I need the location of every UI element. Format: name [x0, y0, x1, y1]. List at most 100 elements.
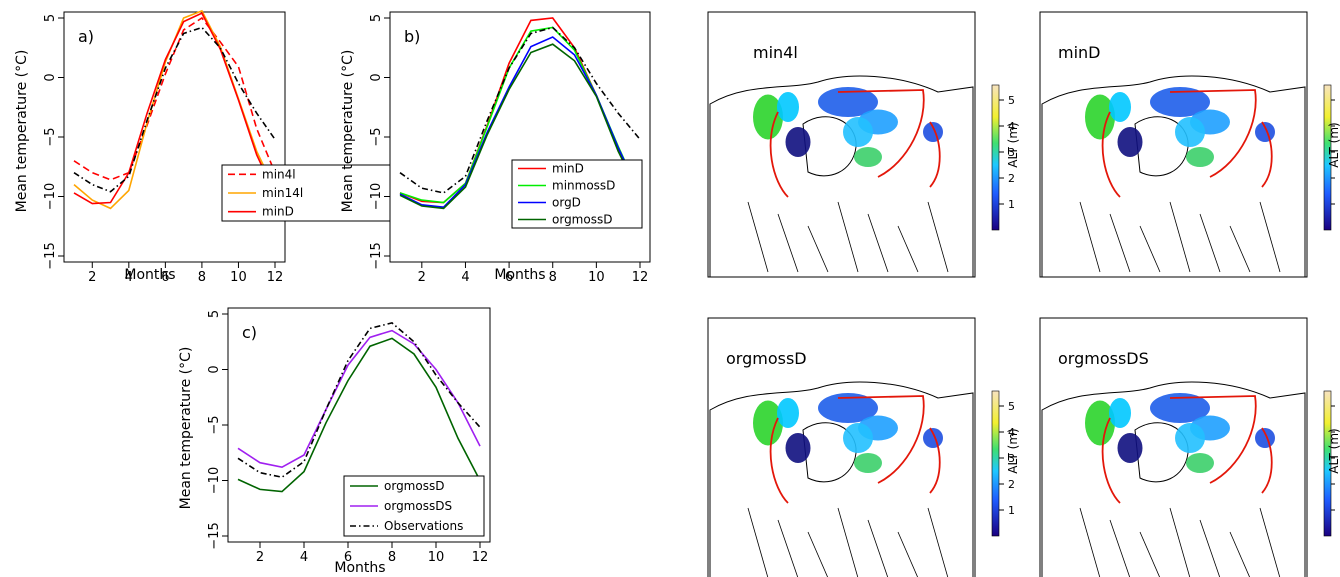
country-border: [927, 507, 949, 577]
permafrost-boundary: [769, 395, 941, 504]
colorbar: [991, 84, 1000, 231]
legend: orgmossD orgmossDS Observations: [343, 475, 485, 537]
x-tick-label: 8: [549, 270, 557, 285]
legend-label: minD: [552, 162, 584, 176]
country-border: [837, 507, 859, 577]
legend: minD minmossD orgD orgmossD: [511, 159, 643, 229]
legend-box: [511, 159, 643, 229]
legend-label: Observations: [384, 519, 463, 533]
country-border: [867, 213, 889, 273]
map-panel-1: min4l 5 4 3 2 1 ALT (m): [707, 11, 1020, 278]
country-border: [807, 225, 829, 273]
y-tick-label: 5: [369, 14, 384, 22]
series-line-orgmossDS: [237, 329, 481, 469]
arctic-ocean: [1134, 116, 1189, 177]
map-title: orgmossD: [726, 349, 807, 368]
country-border: [747, 507, 769, 577]
map-title: min4l: [753, 43, 798, 62]
country-border: [1259, 507, 1281, 577]
country-border: [1229, 225, 1251, 273]
colorbar: [1323, 84, 1332, 231]
y-tick-label: 0: [43, 73, 58, 81]
map-panel-4: orgmossDS ALT (m): [1039, 317, 1340, 577]
x-axis-label: Months: [334, 560, 385, 576]
permafrost-patch: [1186, 453, 1214, 473]
map-panel-3: orgmossD 5 4 3 2 1 ALT (m): [707, 317, 1020, 577]
country-border: [897, 531, 919, 577]
permafrost-patch: [818, 393, 878, 423]
x-tick-label: 4: [300, 550, 308, 565]
map-title: minD: [1058, 43, 1101, 62]
country-border: [1139, 531, 1161, 577]
colorbar-tick-label: 1: [1008, 198, 1015, 211]
permafrost-patch: [854, 453, 882, 473]
series-line-observations: [73, 26, 276, 193]
colorbar-tick-label: 2: [1008, 478, 1015, 491]
permafrost-patch: [923, 428, 943, 448]
y-tick-label: 5: [207, 310, 222, 318]
colorbar: [991, 390, 1000, 537]
x-tick-label: 8: [388, 550, 396, 565]
panel-label: b): [404, 27, 420, 46]
y-tick-label: −15: [43, 242, 58, 269]
y-tick-label: −15: [207, 522, 222, 549]
arctic-ocean: [802, 116, 857, 177]
y-tick-label: −5: [369, 127, 384, 146]
x-tick-label: 2: [256, 550, 264, 565]
x-tick-label: 12: [472, 550, 489, 565]
chart-panel-2: 2 4 6 8 10 12 5 0 −5 −10 −15 Months Mean temperature…: [340, 11, 651, 285]
country-border: [1109, 213, 1131, 273]
permafrost-patch: [785, 433, 811, 463]
map-frame: [707, 11, 976, 278]
x-tick-label: 2: [418, 270, 426, 285]
y-axis-label: Mean temperature (°C): [340, 50, 356, 213]
y-tick-label: −15: [369, 242, 384, 269]
permafrost-patch: [1150, 393, 1210, 423]
permafrost-patch: [1117, 127, 1143, 157]
country-border: [777, 519, 799, 577]
series-line-observations: [399, 26, 641, 194]
colorbar-tick-label: 5: [1008, 94, 1015, 107]
y-tick-label: −5: [207, 415, 222, 434]
map-frame: [1039, 317, 1308, 577]
permafrost-boundary: [1101, 89, 1273, 198]
map-panel-2: minD ALT (m): [1039, 11, 1340, 278]
permafrost-patch: [753, 400, 783, 446]
x-tick-label: 6: [161, 270, 169, 285]
series-line-orgmossD: [237, 337, 481, 493]
permafrost-boundary: [769, 89, 941, 198]
x-tick-label: 6: [344, 550, 352, 565]
colorbar-label: ALT (m): [1327, 122, 1340, 167]
colorbar-label: ALT (m): [1006, 122, 1020, 167]
country-border: [1139, 225, 1161, 273]
x-tick-label: 12: [267, 270, 284, 285]
legend-label: orgmossD: [552, 213, 612, 227]
country-border: [1109, 519, 1131, 577]
series-line-orgmossD: [399, 43, 641, 210]
permafrost-patch: [1175, 117, 1205, 147]
y-axis-label: Mean temperature (°C): [14, 50, 30, 213]
country-border: [1199, 519, 1221, 577]
permafrost-patch: [777, 92, 799, 122]
permafrost-boundary: [1101, 395, 1273, 504]
country-border: [867, 519, 889, 577]
map-title: orgmossDS: [1058, 349, 1149, 368]
x-axis-label: Months: [494, 267, 545, 283]
permafrost-patch: [1117, 433, 1143, 463]
x-tick-label: 10: [428, 550, 445, 565]
country-border: [897, 225, 919, 273]
country-border: [1259, 201, 1281, 273]
country-border: [1079, 507, 1101, 577]
x-tick-label: 6: [505, 270, 513, 285]
permafrost-patch: [1109, 92, 1131, 122]
map-content: [1041, 381, 1306, 577]
x-tick-label: 10: [588, 270, 605, 285]
country-border: [837, 201, 859, 273]
colorbar-tick-label: 2: [1008, 172, 1015, 185]
x-tick-label: 4: [125, 270, 133, 285]
legend-label: orgD: [552, 196, 581, 210]
permafrost-patch: [1255, 122, 1275, 142]
x-tick-label: 10: [230, 270, 247, 285]
permafrost-patch: [818, 87, 878, 117]
y-tick-label: 0: [207, 365, 222, 373]
